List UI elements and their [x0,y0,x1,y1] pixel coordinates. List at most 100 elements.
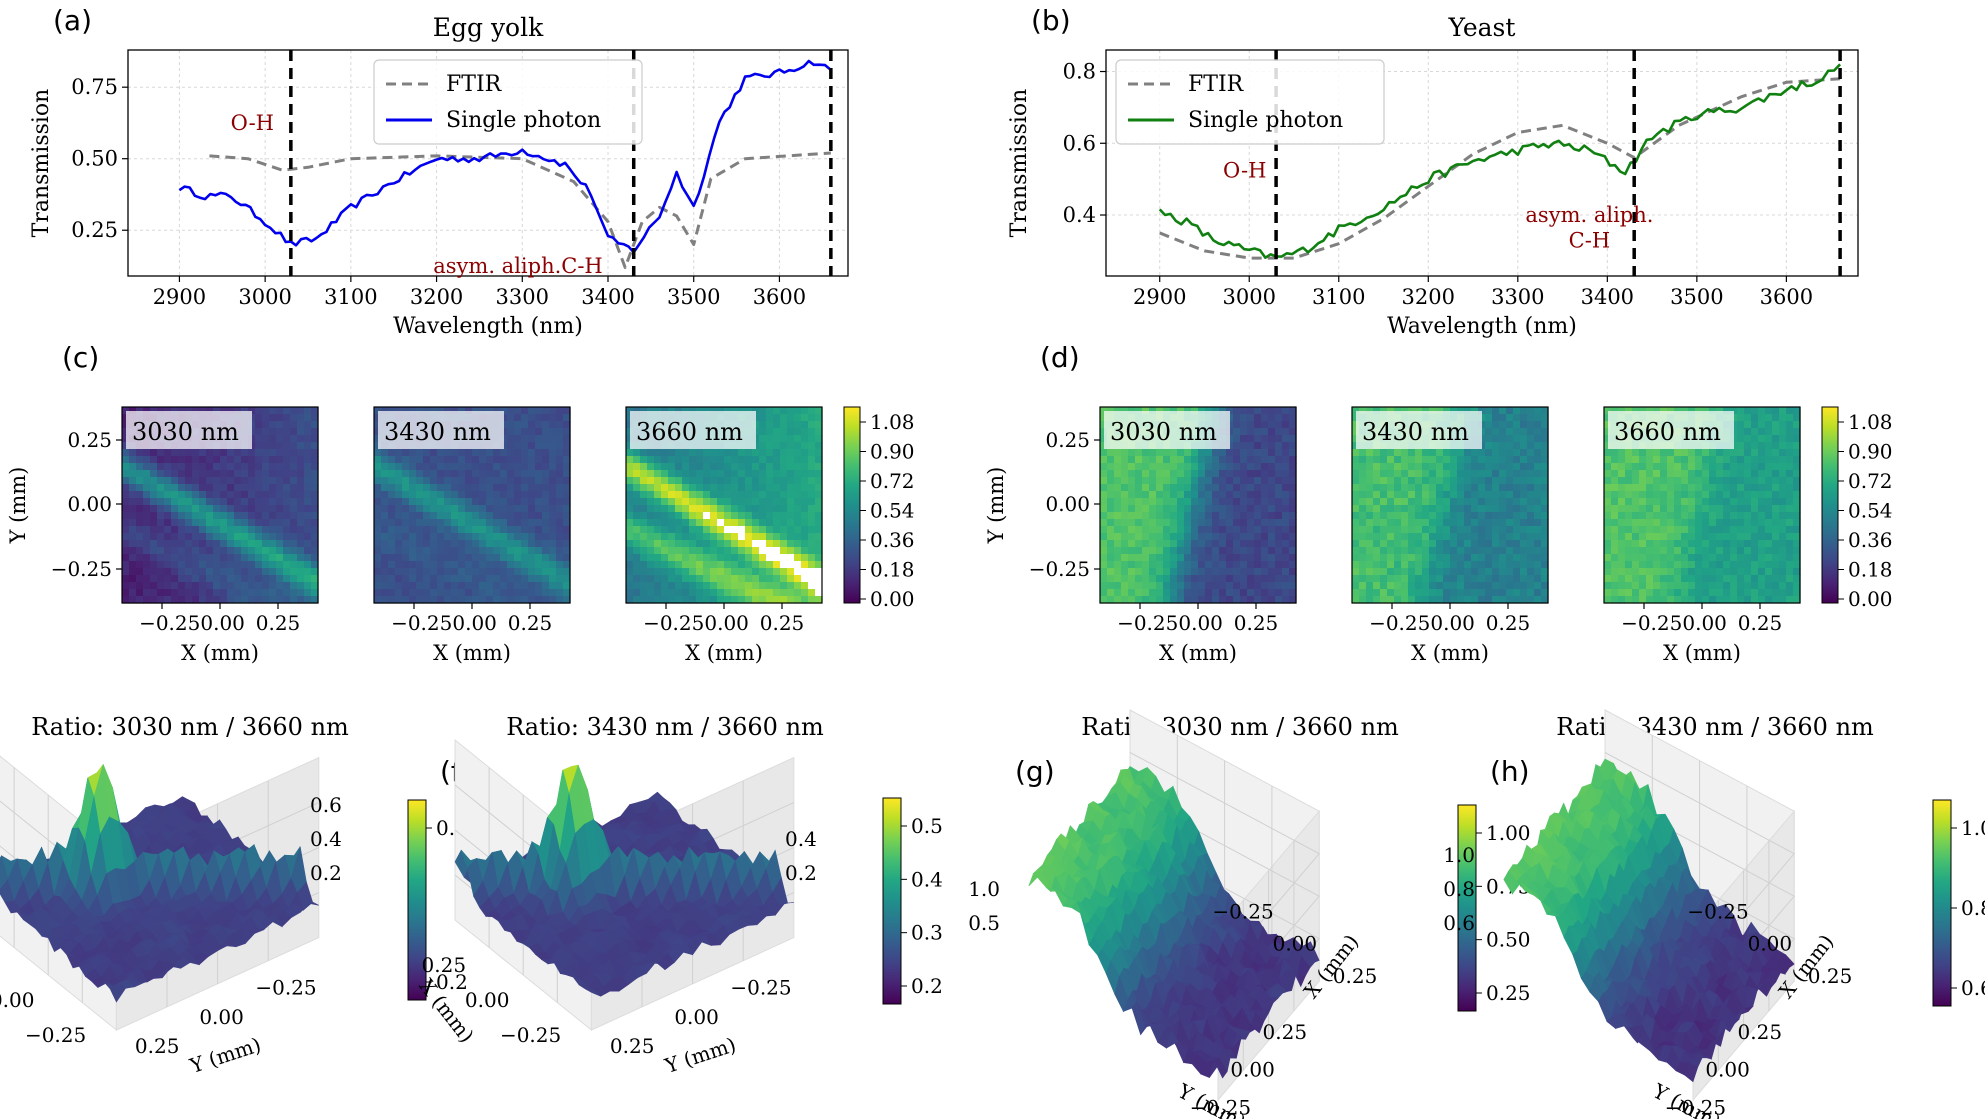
c-pixel [206,519,214,527]
c-pixel [213,449,221,457]
c-pixel [269,568,277,576]
d-pixel [1639,491,1647,499]
d-pixel [1107,498,1115,506]
c-pixel [731,449,739,457]
c-pixel [724,505,732,513]
c-pixel [136,477,144,485]
d-pixel [1667,568,1675,576]
c-pixel [381,540,389,548]
d-pixel [1261,414,1269,422]
d-pixel [1674,575,1682,583]
d-pixel [1415,596,1423,604]
c-pixel [493,540,501,548]
d-pixel [1723,505,1731,513]
d-pixel [1212,505,1220,513]
c-pixel [710,407,718,415]
c-pixel [521,554,529,562]
c-pixel [647,596,655,604]
c-pixel [227,512,235,520]
c-pixel [780,582,788,590]
c-pixel [724,407,732,415]
c-pixel [262,421,270,429]
d-pixel [1688,568,1696,576]
c-pixel [255,498,263,506]
c-pixel [381,470,389,478]
d-pixel [1674,589,1682,597]
c-pixel [395,526,403,534]
b-xtick-label: 3400 [1581,285,1634,309]
d-pixel [1751,505,1759,513]
c-pixel [437,477,445,485]
c-pixel [374,421,382,429]
d-pixel [1499,421,1507,429]
c-pixel [276,526,284,534]
d-pixel [1534,505,1542,513]
d-pixel [1401,505,1409,513]
d-pixel [1695,477,1703,485]
c-pixel [395,512,403,520]
c-pixel [731,582,739,590]
d-pixel [1135,407,1143,415]
d-pixel [1744,533,1752,541]
c-pixel [213,484,221,492]
c-pixel [423,561,431,569]
c-pixel [178,519,186,527]
d-pixel [1128,512,1136,520]
d-pixel [1611,463,1619,471]
d-pixel [1716,505,1724,513]
d-pixel [1233,498,1241,506]
c-pixel [122,484,130,492]
c-pixel [458,568,466,576]
c-pixel [416,519,424,527]
c-pixel [738,505,746,513]
c-pixel [304,484,312,492]
c-pixel [542,547,550,555]
d-pixel [1646,582,1654,590]
d-pixel [1198,533,1206,541]
d-pixel [1681,463,1689,471]
d-pixel [1492,554,1500,562]
d-pixel [1506,505,1514,513]
d-pixel [1422,547,1430,555]
d-pixel [1170,512,1178,520]
c-pixel [563,519,571,527]
d-pixel [1163,449,1171,457]
c-pixel [276,449,284,457]
d-pixel [1527,547,1535,555]
d-pixel [1527,533,1535,541]
c-pixel [766,596,774,604]
c-pixel [150,498,158,506]
d-pixel [1282,547,1290,555]
d-pixel [1464,407,1472,415]
d-pixel [1289,561,1297,569]
c-pixel [675,547,683,555]
d-pixel [1618,519,1626,527]
c-pixel [276,547,284,555]
a-ytick-label: 0.25 [71,218,118,242]
c-pixel [374,561,382,569]
d-pixel [1716,491,1724,499]
c-pixel [556,484,564,492]
d-pixel [1667,526,1675,534]
d-pixel [1779,589,1787,597]
c-pixel [255,568,263,576]
c-pixel [262,519,270,527]
d-pixel [1485,484,1493,492]
d-pixel [1387,540,1395,548]
d-pixel [1716,519,1724,527]
d-pixel [1422,407,1430,415]
d-pixel [1135,526,1143,534]
d-pixel [1625,498,1633,506]
c-pixel [556,512,564,520]
d-pixel [1373,568,1381,576]
d-pixel [1226,498,1234,506]
d-pixel [1282,561,1290,569]
c-pixel [213,554,221,562]
c-pixel [437,407,445,415]
d-pixel [1646,484,1654,492]
d-pixel [1688,561,1696,569]
d-pixel [1758,463,1766,471]
c-pixel [437,547,445,555]
d-pixel [1359,596,1367,604]
d-pixel [1373,582,1381,590]
